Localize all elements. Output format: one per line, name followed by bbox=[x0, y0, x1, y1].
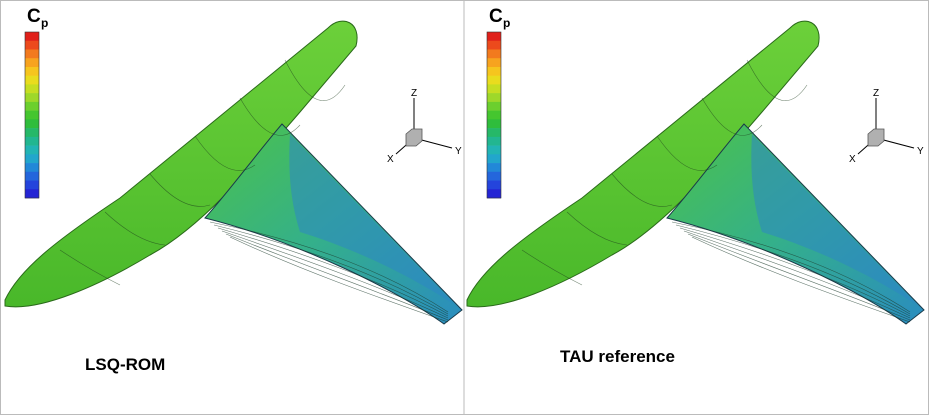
colorbar-segment bbox=[487, 163, 501, 172]
colorbar-segment bbox=[487, 49, 501, 58]
colorbar-segment bbox=[487, 137, 501, 146]
caption: LSQ-ROM bbox=[85, 355, 165, 374]
triad-cube bbox=[868, 129, 884, 146]
colorbar-segment bbox=[25, 163, 39, 172]
colorbar-segment bbox=[25, 189, 39, 198]
colorbar-segment bbox=[487, 111, 501, 120]
colorbar-segment bbox=[25, 67, 39, 76]
colorbar-segment bbox=[25, 172, 39, 181]
axis-label: X bbox=[849, 154, 856, 165]
colorbar-segment bbox=[487, 119, 501, 128]
axis-label: Y bbox=[455, 146, 462, 157]
axis-label: Y bbox=[917, 146, 924, 157]
colorbar-segment bbox=[25, 111, 39, 120]
colorbar-segment bbox=[25, 32, 39, 41]
colorbar-segment bbox=[25, 84, 39, 93]
colorbar-segment bbox=[487, 102, 501, 111]
axis-label: Z bbox=[411, 88, 417, 99]
triad-cube bbox=[406, 129, 422, 146]
colorbar-segment bbox=[487, 32, 501, 41]
colorbar-segment bbox=[487, 58, 501, 67]
axis-label: X bbox=[387, 154, 394, 165]
colorbar-segment bbox=[25, 137, 39, 146]
colorbar-label: C bbox=[27, 6, 41, 27]
colorbar-segment bbox=[25, 102, 39, 111]
colorbar-segment bbox=[25, 76, 39, 85]
colorbar-subscript: p bbox=[41, 16, 48, 30]
colorbar-segment bbox=[25, 58, 39, 67]
colorbar-segment bbox=[487, 76, 501, 85]
axis-label: Z bbox=[873, 88, 879, 99]
caption: TAU reference bbox=[560, 347, 675, 366]
colorbar-segment bbox=[25, 154, 39, 163]
colorbar-subscript: p bbox=[503, 16, 510, 30]
colorbar-segment bbox=[487, 154, 501, 163]
colorbar-segment bbox=[487, 67, 501, 76]
colorbar-segment bbox=[487, 84, 501, 93]
colorbar-segment bbox=[25, 128, 39, 137]
colorbar-segment bbox=[25, 49, 39, 58]
colorbar-segment bbox=[487, 93, 501, 102]
colorbar-segment bbox=[487, 172, 501, 181]
figure: Cp Z Y X LSQ-ROM Cp Z Y X TAU reference bbox=[0, 0, 929, 415]
colorbar-segment bbox=[25, 93, 39, 102]
colorbar-segment bbox=[487, 128, 501, 137]
colorbar-label: C bbox=[489, 6, 503, 27]
colorbar-segment bbox=[25, 119, 39, 128]
colorbar-segment bbox=[25, 146, 39, 155]
colorbar-segment bbox=[25, 41, 39, 50]
colorbar-segment bbox=[487, 146, 501, 155]
colorbar-segment bbox=[25, 181, 39, 190]
colorbar-segment bbox=[487, 41, 501, 50]
colorbar-segment bbox=[487, 181, 501, 190]
colorbar-segment bbox=[487, 189, 501, 198]
